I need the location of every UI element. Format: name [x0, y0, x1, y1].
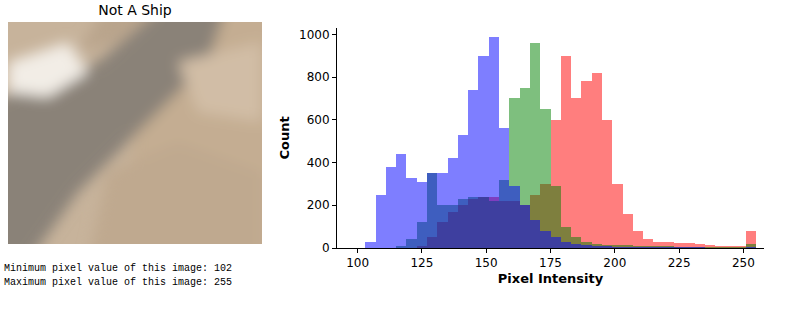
html-text:Not A Ship: Not A Ship: [98, 2, 172, 18]
html-text:Minimum pixel value of this im: Minimum pixel value of this image: 102 M…: [4, 263, 232, 288]
svg-text:200: 200: [307, 198, 330, 212]
svg-text:800: 800: [307, 70, 330, 84]
svg-text:200: 200: [603, 256, 626, 270]
svg-text:400: 400: [307, 156, 330, 170]
svg-text:125: 125: [410, 256, 433, 270]
svg-text:150: 150: [475, 256, 498, 270]
svg-text:600: 600: [307, 113, 330, 127]
svg-text:Pixel Intensity: Pixel Intensity: [498, 271, 604, 286]
svg-text:0: 0: [322, 241, 330, 255]
svg-text:175: 175: [539, 256, 562, 270]
svg-text:100: 100: [346, 256, 369, 270]
svg-text:225: 225: [668, 256, 691, 270]
svg-text:1000: 1000: [299, 28, 330, 42]
svg-text:Count: Count: [277, 116, 292, 159]
svg-text:250: 250: [732, 256, 755, 270]
